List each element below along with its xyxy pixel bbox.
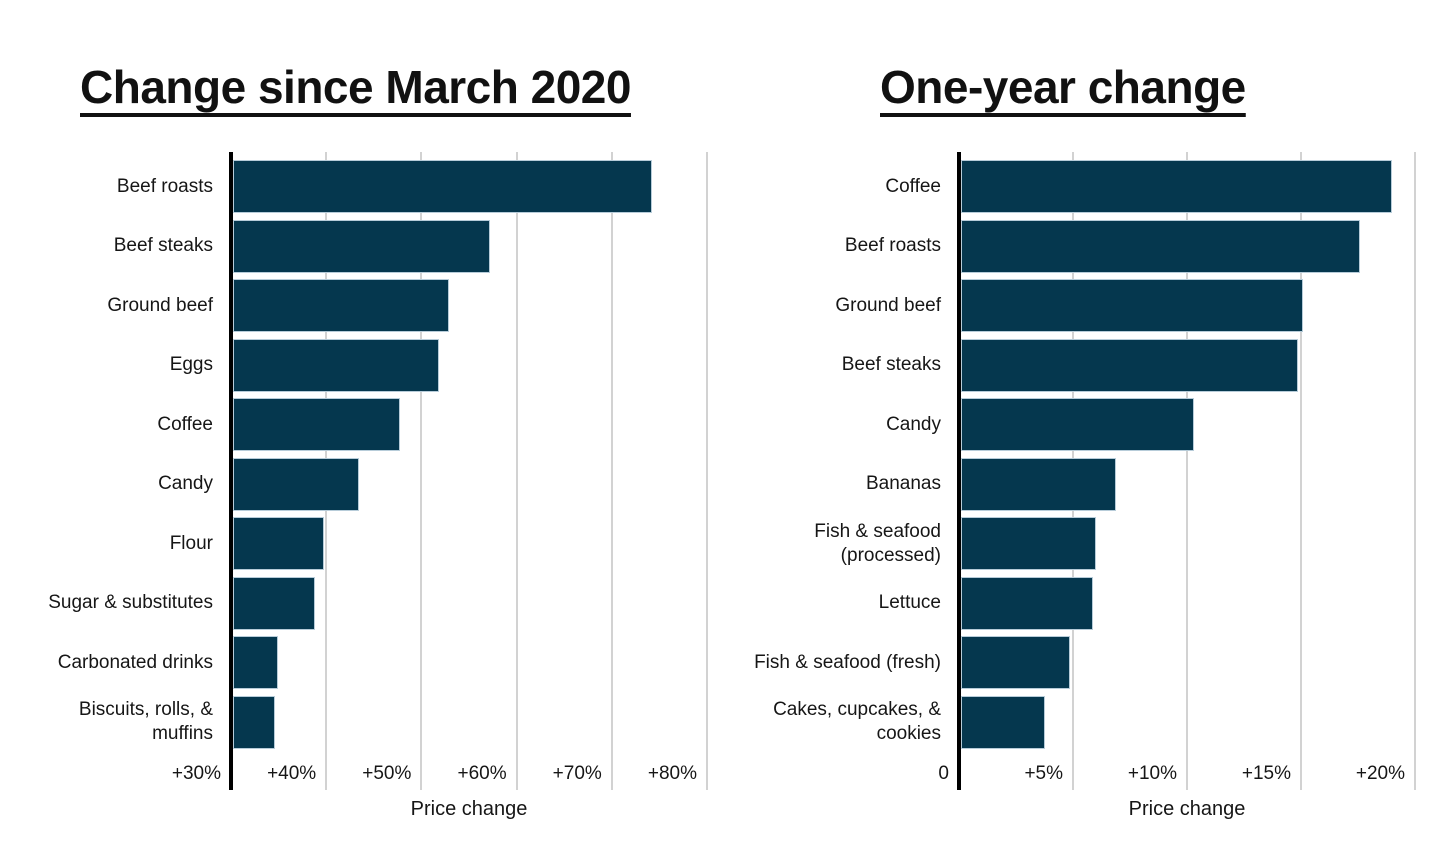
category-label: Fish & seafood (processed) [814,520,941,566]
category-label: Ground beef [107,294,213,316]
x-tick-label: +10% [1127,763,1177,784]
category-label: Fish & seafood (fresh) [754,651,941,673]
bar [961,517,1096,570]
gridline [515,152,518,790]
category-label: Biscuits, rolls, & muffins [78,699,213,744]
x-tick-label: +15% [1241,763,1291,784]
bar [961,695,1046,749]
gridline [1186,152,1188,790]
x-tick-label: +40% [267,763,317,784]
bar [233,695,275,749]
bar [961,338,1299,392]
bar [233,398,400,451]
category-label: Beef roasts [116,175,213,197]
y-axis-line [229,152,233,790]
category-label: Candy [886,413,941,435]
gridline [610,152,613,790]
bar [961,636,1071,689]
bar [233,576,315,630]
bar [961,160,1392,213]
gridline [1300,152,1302,790]
category-label: Ground beef [835,294,941,316]
category-label: Carbonated drinks [57,651,213,673]
y-axis-line [957,152,961,790]
x-tick-label: 0 [938,763,949,784]
category-label: Sugar & substitutes [48,592,213,613]
bar [233,457,359,511]
chart-title-right: One-year change [880,61,1246,113]
x-tick-label: +30% [171,763,221,784]
bar [233,517,325,570]
chart-title-left: Change since March 2020 [80,61,631,113]
x-tick-label: +80% [647,763,697,784]
category-label: Beef roasts [844,235,941,256]
category-label: Beef steaks [841,354,941,375]
bar [233,279,450,332]
gridline [706,152,708,790]
gridline [420,152,423,790]
category-label: Cakes, cupcakes, & cookies [773,699,941,744]
category-label: Candy [158,473,213,494]
x-axis-title-right: Price change [1128,798,1246,820]
category-label: Lettuce [878,592,941,613]
x-tick-label: +70% [552,763,602,784]
category-label: Coffee [885,175,941,197]
category-label: Eggs [169,354,213,375]
bar [233,636,278,689]
category-label: Beef steaks [113,235,213,256]
x-tick-label: +20% [1355,763,1405,784]
bar [961,219,1360,273]
bar [233,219,491,273]
bar [961,279,1303,332]
bar [233,338,439,392]
x-tick-label: +50% [362,763,412,784]
category-label: Coffee [157,413,213,435]
bar [961,576,1094,630]
x-axis-title-left: Price change [410,798,528,820]
category-label: Flour [169,532,213,554]
bar [233,160,652,213]
bar [961,457,1117,511]
x-tick-label: +60% [457,763,507,784]
x-tick-label: +5% [1024,763,1063,784]
gridline [1414,152,1416,790]
bar [961,398,1194,451]
category-label: Bananas [865,473,941,494]
